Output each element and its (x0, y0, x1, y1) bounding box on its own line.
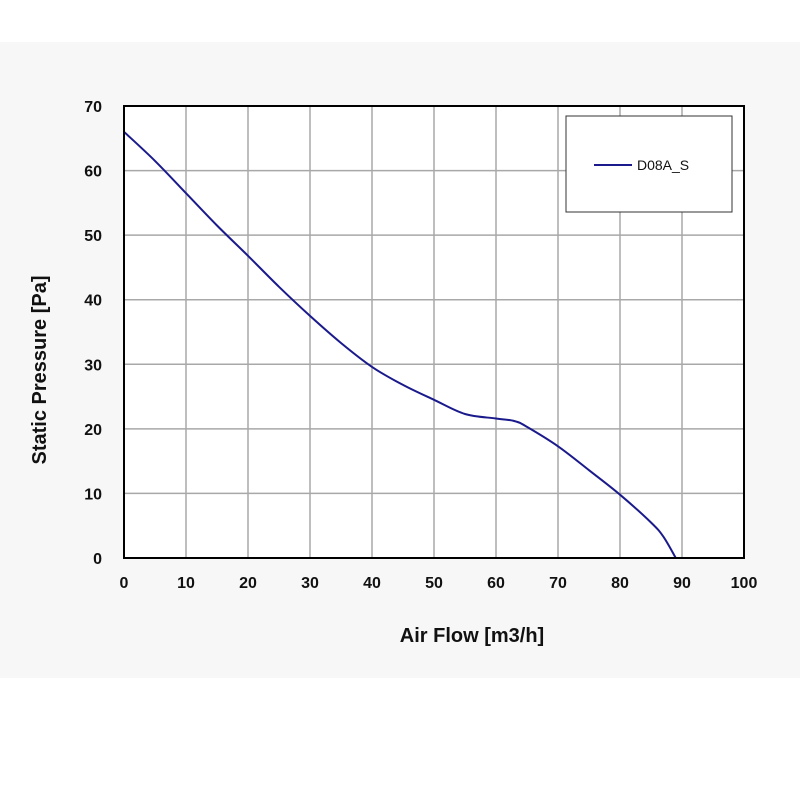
legend: D08A_S (565, 115, 733, 213)
x-tick-label: 90 (673, 575, 691, 592)
x-tick-label: 70 (549, 575, 567, 592)
y-axis-title: Static Pressure [Pa] (29, 276, 51, 465)
plot-frame (123, 105, 745, 559)
y-tick-label: 30 (84, 357, 102, 374)
x-tick-label: 40 (363, 575, 381, 592)
x-tick-label: 10 (177, 575, 195, 592)
y-tick-label: 70 (84, 99, 102, 116)
series-line-d08a-s (123, 131, 677, 559)
x-tick-label: 30 (301, 575, 319, 592)
x-tick-label: 60 (487, 575, 505, 592)
y-tick-label: 20 (84, 422, 102, 439)
legend-label-d08a-s: D08A_S (637, 157, 689, 173)
y-tick-label: 40 (84, 293, 102, 310)
x-axis-title: Air Flow [m3/h] (400, 625, 544, 647)
legend-box (565, 115, 733, 213)
x-tick-label: 100 (731, 575, 758, 592)
x-tick-label: 50 (425, 575, 443, 592)
y-tick-label: 50 (84, 228, 102, 245)
x-tick-label: 20 (239, 575, 257, 592)
series-layer (123, 131, 677, 559)
y-tick-labels: 0 10 20 30 40 50 60 70 (84, 99, 102, 568)
y-tick-label: 10 (84, 486, 102, 503)
y-tick-label: 60 (84, 164, 102, 181)
y-tick-label: 0 (93, 551, 102, 568)
x-tick-label: 0 (120, 575, 129, 592)
x-tick-labels: 0 10 20 30 40 50 60 70 80 90 100 (120, 575, 758, 592)
x-tick-label: 80 (611, 575, 629, 592)
